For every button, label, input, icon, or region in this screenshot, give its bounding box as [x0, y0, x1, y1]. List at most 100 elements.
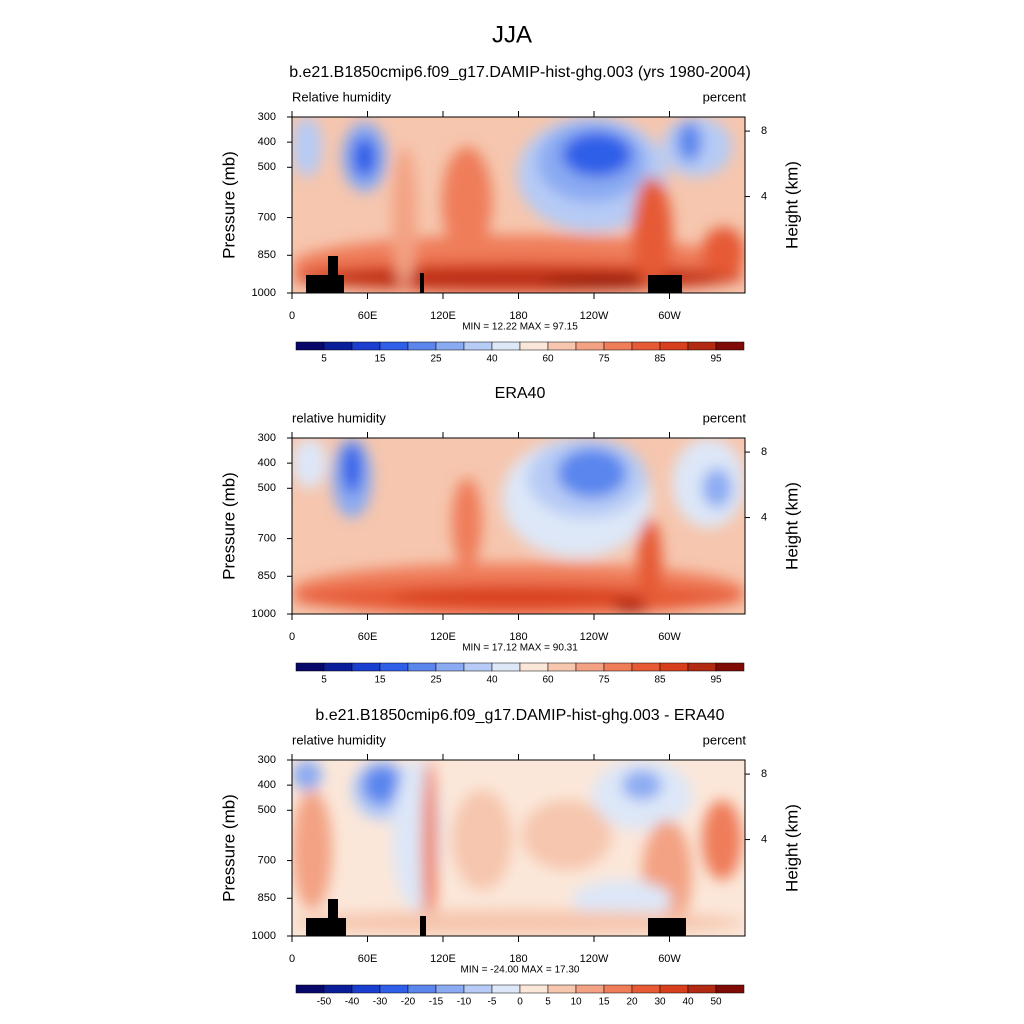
colorbar-box [659, 984, 689, 994]
y-tick-label: 400 [258, 457, 276, 469]
topography [648, 275, 682, 293]
left-label: relative humidity [292, 732, 386, 747]
colorbar-box [295, 341, 325, 351]
right-label: percent [703, 89, 747, 104]
colorbar-box [687, 341, 717, 351]
contour-region [612, 598, 652, 614]
colorbar-box [603, 984, 633, 994]
contour-region [292, 117, 322, 177]
y-tick-label: 700 [258, 532, 276, 544]
contour-field [292, 117, 745, 293]
colorbar-label: 60 [542, 354, 554, 365]
contour-region [392, 147, 417, 287]
colorbar-box [323, 662, 353, 672]
topography [328, 256, 338, 293]
colorbar-label: 25 [430, 675, 442, 686]
x-tick-label: 120W [580, 631, 609, 643]
colorbar-box [463, 984, 493, 994]
colorbar-label: -50 [317, 997, 332, 1008]
x-tick-label: 60W [658, 953, 681, 965]
field-fill [292, 117, 745, 293]
colorbar-box [631, 341, 661, 351]
y2-axis-label: Height (km) [782, 482, 801, 570]
colorbar-box [547, 662, 577, 672]
right-label: percent [703, 410, 747, 425]
y-tick-label: 300 [258, 432, 276, 444]
figure-title: JJA [492, 21, 532, 48]
contour-region [572, 880, 672, 920]
topography [420, 916, 426, 936]
colorbar-box [379, 662, 409, 672]
contour-region [702, 468, 732, 508]
y-tick-label: 300 [258, 754, 276, 766]
colorbar-box [715, 984, 745, 994]
colorbar-label: 40 [486, 675, 498, 686]
colorbar-box [715, 341, 745, 351]
x-tick-label: 120E [430, 953, 456, 965]
y-tick-label: 700 [258, 211, 276, 223]
colorbar-box [547, 341, 577, 351]
colorbar-label: 40 [486, 354, 498, 365]
x-tick-label: 60E [358, 310, 378, 322]
contour-region [452, 478, 482, 568]
panel-title: b.e21.B1850cmip6.f09_g17.DAMIP-hist-ghg.… [289, 64, 751, 81]
colorbar-box [575, 662, 605, 672]
topography [420, 273, 424, 293]
contour-region [702, 800, 742, 880]
y-tick-label: 700 [258, 854, 276, 866]
contour-field [292, 760, 745, 936]
x-tick-label: 0 [289, 631, 295, 643]
colorbar-box [323, 984, 353, 994]
y-tick-label: 850 [258, 570, 276, 582]
stats: MIN = 12.22 MAX = 97.15 [462, 322, 578, 333]
colorbar-box [435, 341, 465, 351]
contour-region [702, 227, 745, 277]
contour-region [422, 760, 437, 935]
contour-region [442, 147, 492, 257]
y2-tick-label: 8 [761, 125, 767, 137]
colorbar-box [435, 984, 465, 994]
x-tick-label: 0 [289, 953, 295, 965]
colorbar-label: 75 [598, 354, 610, 365]
colorbar-box [547, 984, 577, 994]
colorbar-label: 10 [570, 997, 582, 1008]
colorbar-box [575, 341, 605, 351]
colorbar-label: 15 [598, 997, 610, 1008]
x-tick-label: 60W [658, 631, 681, 643]
x-tick-label: 120W [580, 953, 609, 965]
colorbar-box [351, 662, 381, 672]
colorbar-box [379, 341, 409, 351]
y2-tick-label: 4 [761, 190, 767, 202]
y2-tick-label: 4 [761, 833, 767, 845]
contour-region [352, 137, 377, 177]
y-tick-label: 500 [258, 482, 276, 494]
contour-region [392, 588, 642, 606]
stats: MIN = 17.12 MAX = 90.31 [462, 643, 578, 654]
left-label: Relative humidity [292, 89, 391, 104]
colorbar-box [491, 341, 521, 351]
x-tick-label: 60E [358, 631, 378, 643]
colorbar-box [603, 662, 633, 672]
contour-region [632, 177, 672, 287]
panel: ERA40 relative humidity percent Pressure (m… [219, 385, 801, 685]
colorbar-box [351, 984, 381, 994]
colorbar-label: -30 [373, 997, 388, 1008]
colorbar-label: -5 [488, 997, 497, 1008]
colorbar-box [631, 662, 661, 672]
colorbar-box [659, 341, 689, 351]
colorbar-box [575, 984, 605, 994]
contour-region [557, 448, 627, 498]
colorbar-label: 50 [710, 997, 722, 1008]
colorbar-box [603, 341, 633, 351]
x-tick-label: 60E [358, 953, 378, 965]
colorbar-label: 30 [654, 997, 666, 1008]
colorbar-label: 95 [710, 675, 722, 686]
colorbar-box [295, 662, 325, 672]
y-tick-label: 1000 [252, 287, 276, 299]
colorbar-label: 20 [626, 997, 638, 1008]
topography [648, 918, 686, 936]
contour-region [622, 770, 662, 800]
colorbar-label: -15 [429, 997, 444, 1008]
topography [306, 918, 346, 936]
